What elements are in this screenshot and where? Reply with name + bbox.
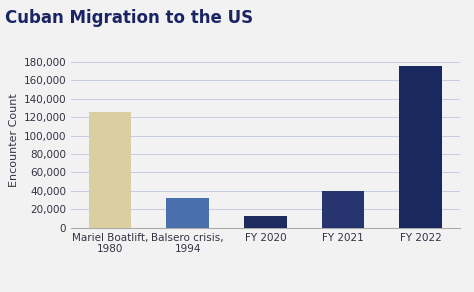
Bar	[244, 216, 287, 228]
Bar	[89, 112, 131, 228]
Bar	[166, 198, 209, 228]
Bar	[400, 66, 442, 228]
Y-axis label: Encounter Count: Encounter Count	[9, 93, 19, 187]
Text: Cuban Migration to the US: Cuban Migration to the US	[5, 9, 253, 27]
Bar	[322, 191, 365, 228]
